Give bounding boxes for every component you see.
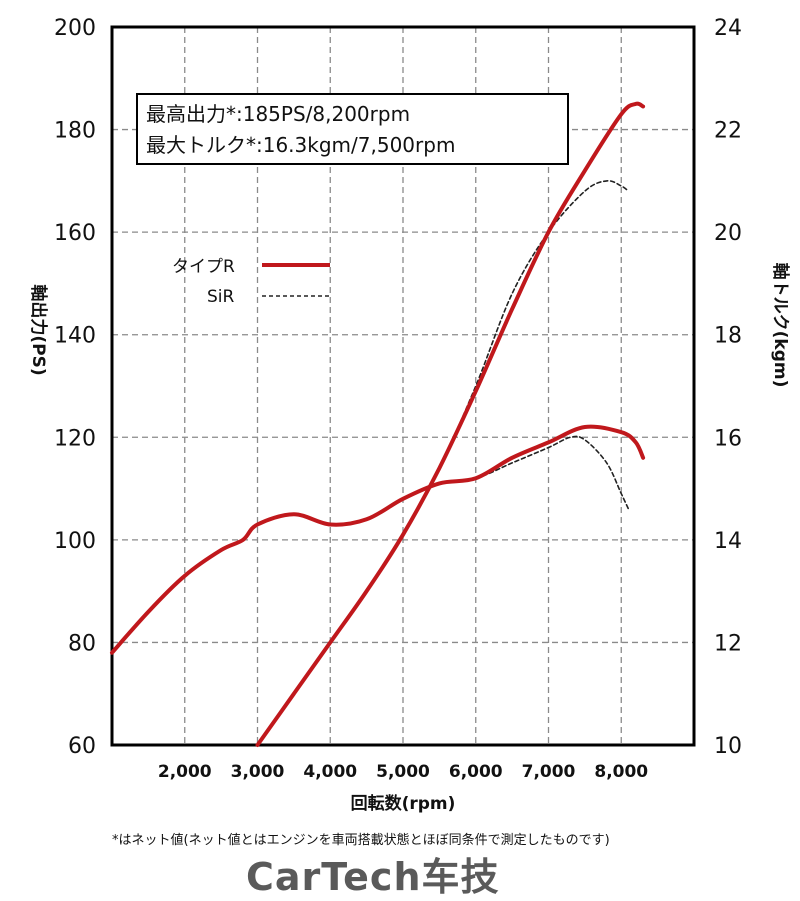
legend: タイプR SiR <box>172 257 330 307</box>
y-left-axis-title: 軸出力(PS) <box>28 284 49 375</box>
x-tick-label: 7,000 <box>522 762 576 782</box>
series-lines <box>110 101 646 747</box>
spec-box-frame <box>136 93 569 165</box>
spec-box: 最高出力*:185PS/8,200rpm 最大トルク*:16.3kgm/7,50… <box>136 93 569 165</box>
sir-power-line <box>402 179 630 536</box>
legend-label-sir: SiR <box>207 287 235 307</box>
axis-ticks: 2,000 3,000 4,000 5,000 6,000 7,000 8,000 60 80 1… <box>54 16 742 782</box>
type-r-torque-line <box>110 424 646 655</box>
y-right-tick-label: 12 <box>714 631 742 656</box>
x-axis-title: 回転数(rpm) <box>351 793 456 814</box>
footnote: *はネット値(ネット値とはエンジンを車両搭載状態とほぼ同条件で測定したものです) <box>112 833 610 848</box>
y-left-tick-label: 180 <box>54 119 96 144</box>
type-r-power-line <box>255 101 646 747</box>
y-left-tick-label: 80 <box>68 631 96 656</box>
y-left-tick-label: 120 <box>54 426 96 451</box>
x-tick-label: 8,000 <box>594 762 648 782</box>
legend-label-type-r: タイプR <box>172 257 235 277</box>
x-tick-label: 6,000 <box>449 762 503 782</box>
watermark: CarTech车技 <box>246 855 500 899</box>
y-left-tick-label: 200 <box>54 16 96 41</box>
x-tick-label: 2,000 <box>158 762 212 782</box>
x-tick-label: 3,000 <box>231 762 285 782</box>
spec-max-power: 最高出力*:185PS/8,200rpm <box>146 102 410 126</box>
y-left-tick-label: 100 <box>54 529 96 554</box>
y-right-tick-label: 22 <box>714 119 742 144</box>
x-tick-label: 4,000 <box>303 762 357 782</box>
y-right-axis-title: 軸トルク(kgm) <box>770 263 791 388</box>
y-right-tick-label: 14 <box>714 529 742 554</box>
x-tick-label: 5,000 <box>376 762 430 782</box>
y-right-tick-label: 10 <box>714 734 742 759</box>
y-right-tick-label: 20 <box>714 221 742 246</box>
y-left-tick-label: 160 <box>54 221 96 246</box>
plot-frame <box>110 25 696 747</box>
y-right-tick-label: 18 <box>714 324 742 349</box>
spec-max-torque: 最大トルク*:16.3kgm/7,500rpm <box>146 133 455 157</box>
y-left-tick-label: 140 <box>54 324 96 349</box>
y-left-tick-label: 60 <box>68 734 96 759</box>
y-right-tick-label: 16 <box>714 426 742 451</box>
y-right-tick-label: 24 <box>714 16 742 41</box>
